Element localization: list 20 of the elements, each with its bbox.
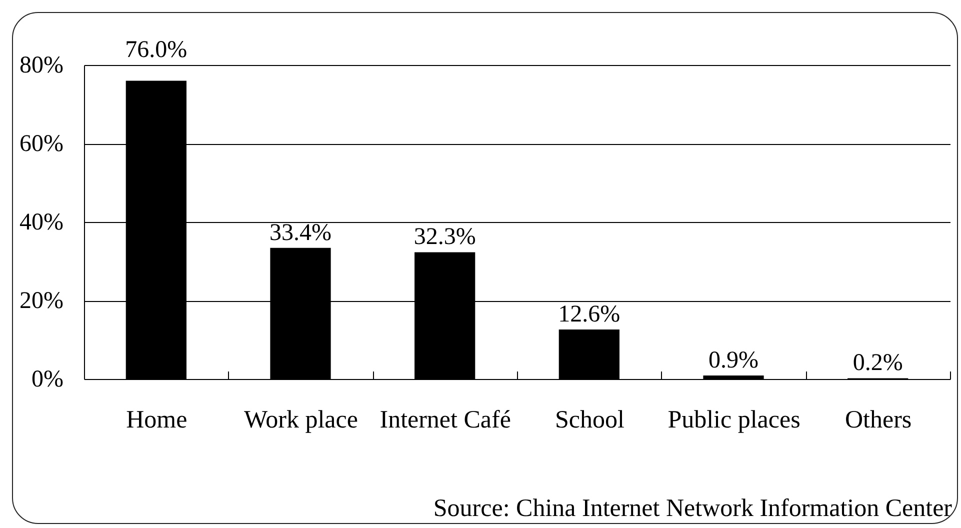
x-tick-label: School [554,406,624,434]
y-tick-label: 0% [32,366,64,392]
data-label: 76.0% [125,37,188,63]
y-tick-label: 40% [20,210,64,236]
y-tick-label: 20% [20,288,64,314]
data-label: 0.9% [708,347,758,374]
data-label: 32.3% [414,224,476,250]
x-tick-label: Internet Café [380,406,511,434]
x-tick-label: Others [845,406,912,434]
y-tick-label: 80% [20,52,64,78]
data-label: 12.6% [558,302,620,328]
data-label: 33.4% [270,220,332,246]
bar [558,330,620,379]
y-tick-label: 60% [20,131,64,157]
bar [703,375,764,379]
data-label: 0.2% [852,350,903,376]
x-tick-label: Work place [244,406,358,434]
x-tick-label: Home [126,406,188,434]
x-tick-label: Public places [668,406,800,434]
source-note: Source: China Internet Network Information Center [433,495,953,522]
